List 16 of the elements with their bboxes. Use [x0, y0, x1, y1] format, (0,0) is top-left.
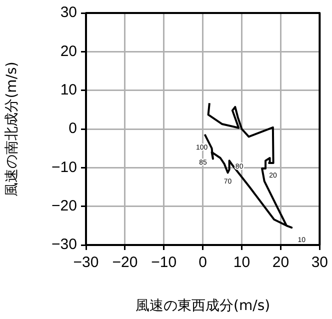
x-axis-title: 風速の東西成分(m/s) — [136, 298, 270, 314]
x-tick-label: 20 — [272, 254, 290, 272]
y-tick-label: 30 — [60, 4, 77, 22]
y-tick-label: −20 — [52, 197, 77, 214]
x-tick-label: 10 — [233, 254, 250, 272]
x-tick-label: −10 — [151, 254, 177, 272]
x-tick-label: 0 — [198, 254, 207, 272]
y-axis-title: 風速の南北成分(m/s) — [4, 62, 20, 196]
y-tick-label: 0 — [68, 120, 77, 138]
x-tick-label: −30 — [73, 254, 99, 272]
y-tick-label: −30 — [52, 236, 77, 254]
x-tick-label: 30 — [311, 254, 328, 272]
y-tick-label: 20 — [60, 42, 77, 60]
y-tick-label: 10 — [60, 81, 77, 98]
x-tick-label: −20 — [112, 254, 138, 272]
y-tick-label: −10 — [52, 158, 77, 176]
